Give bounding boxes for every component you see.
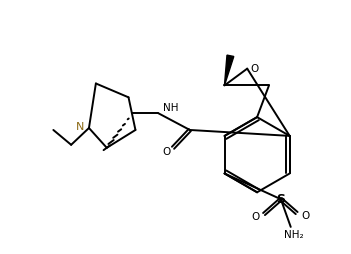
Text: N: N	[76, 122, 84, 132]
Text: O: O	[250, 64, 258, 74]
Polygon shape	[224, 55, 234, 85]
Text: NH₂: NH₂	[284, 230, 304, 240]
Text: S: S	[276, 193, 285, 206]
Text: O: O	[302, 211, 310, 221]
Text: O: O	[251, 212, 259, 222]
Text: NH: NH	[163, 103, 179, 113]
Text: O: O	[162, 147, 170, 157]
